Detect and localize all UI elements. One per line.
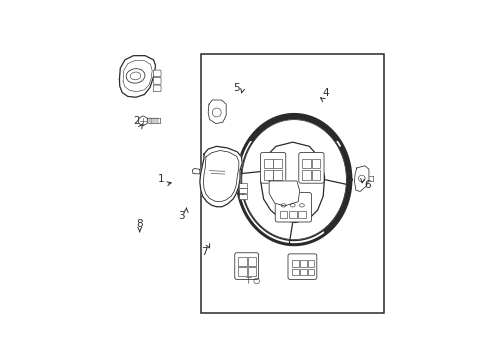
Text: 5: 5 xyxy=(233,82,240,93)
FancyBboxPatch shape xyxy=(312,158,320,168)
Polygon shape xyxy=(139,116,147,126)
FancyBboxPatch shape xyxy=(238,267,247,276)
Text: 4: 4 xyxy=(322,88,329,98)
FancyBboxPatch shape xyxy=(238,257,247,266)
Polygon shape xyxy=(200,146,242,207)
FancyBboxPatch shape xyxy=(153,77,161,84)
Text: 1: 1 xyxy=(158,174,164,184)
Polygon shape xyxy=(208,100,226,123)
FancyBboxPatch shape xyxy=(300,260,307,267)
Text: 7: 7 xyxy=(201,247,207,257)
Text: 3: 3 xyxy=(178,211,185,221)
FancyBboxPatch shape xyxy=(153,70,161,77)
Text: 6: 6 xyxy=(364,180,371,190)
FancyBboxPatch shape xyxy=(298,211,306,217)
FancyBboxPatch shape xyxy=(308,269,314,275)
FancyBboxPatch shape xyxy=(264,158,273,168)
FancyBboxPatch shape xyxy=(264,170,273,180)
FancyBboxPatch shape xyxy=(261,152,286,183)
FancyBboxPatch shape xyxy=(240,188,246,193)
Polygon shape xyxy=(193,168,200,174)
FancyBboxPatch shape xyxy=(292,260,299,267)
FancyBboxPatch shape xyxy=(299,152,324,183)
FancyBboxPatch shape xyxy=(289,211,296,217)
FancyBboxPatch shape xyxy=(273,170,282,180)
FancyBboxPatch shape xyxy=(275,193,312,222)
Text: 8: 8 xyxy=(136,219,143,229)
FancyBboxPatch shape xyxy=(300,269,307,275)
FancyBboxPatch shape xyxy=(312,170,320,180)
FancyBboxPatch shape xyxy=(247,257,256,266)
FancyBboxPatch shape xyxy=(292,269,299,275)
Polygon shape xyxy=(261,142,324,222)
FancyBboxPatch shape xyxy=(288,254,317,279)
Polygon shape xyxy=(120,56,155,97)
FancyBboxPatch shape xyxy=(235,253,259,279)
FancyBboxPatch shape xyxy=(280,211,288,217)
Text: 2: 2 xyxy=(133,116,139,126)
FancyBboxPatch shape xyxy=(302,158,311,168)
FancyBboxPatch shape xyxy=(247,267,256,276)
FancyBboxPatch shape xyxy=(153,85,161,92)
FancyBboxPatch shape xyxy=(240,194,246,199)
FancyBboxPatch shape xyxy=(240,184,246,188)
Bar xyxy=(201,54,384,314)
Polygon shape xyxy=(269,181,300,206)
FancyBboxPatch shape xyxy=(302,170,311,180)
FancyBboxPatch shape xyxy=(273,158,282,168)
FancyBboxPatch shape xyxy=(308,260,314,267)
Polygon shape xyxy=(355,166,369,192)
